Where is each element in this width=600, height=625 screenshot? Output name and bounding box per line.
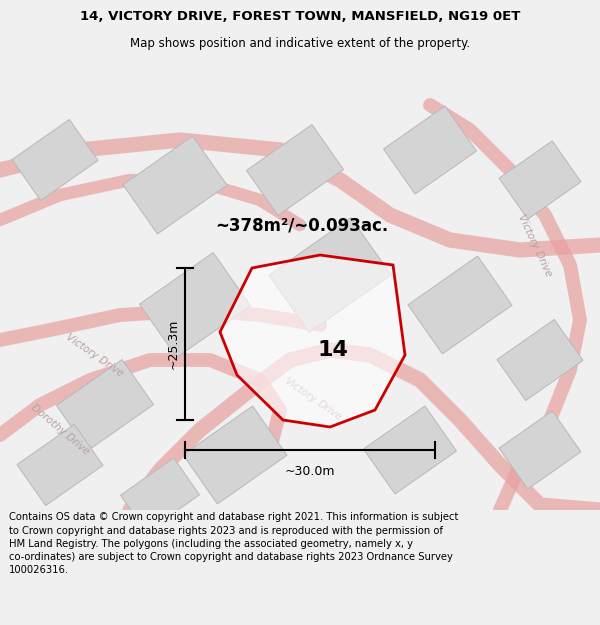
Text: ~30.0m: ~30.0m [285,465,335,478]
Text: 14, VICTORY DRIVE, FOREST TOWN, MANSFIELD, NG19 0ET: 14, VICTORY DRIVE, FOREST TOWN, MANSFIEL… [80,10,520,23]
Text: Map shows position and indicative extent of the property.: Map shows position and indicative extent… [130,38,470,51]
Polygon shape [247,124,344,216]
Polygon shape [17,424,103,506]
Polygon shape [364,406,457,494]
Text: ~378m²/~0.093ac.: ~378m²/~0.093ac. [215,216,388,234]
Polygon shape [139,253,251,358]
Polygon shape [408,256,512,354]
Text: Victory Drive: Victory Drive [64,331,125,379]
Polygon shape [499,141,581,219]
Polygon shape [183,406,287,504]
Text: 14: 14 [317,340,348,360]
Polygon shape [12,119,98,201]
Text: ~25.3m: ~25.3m [167,319,180,369]
Polygon shape [497,319,583,401]
Text: Victory Drive: Victory Drive [516,213,554,278]
Polygon shape [499,411,581,489]
Text: Victory: Victory [282,376,318,404]
Text: Drive: Drive [316,398,344,422]
Text: Contains OS data © Crown copyright and database right 2021. This information is : Contains OS data © Crown copyright and d… [9,512,458,575]
Polygon shape [123,136,227,234]
Text: Dorothy Drive: Dorothy Drive [29,402,91,458]
Polygon shape [56,359,154,451]
Polygon shape [269,217,391,332]
Polygon shape [383,106,476,194]
Polygon shape [220,255,405,427]
Polygon shape [121,458,200,532]
